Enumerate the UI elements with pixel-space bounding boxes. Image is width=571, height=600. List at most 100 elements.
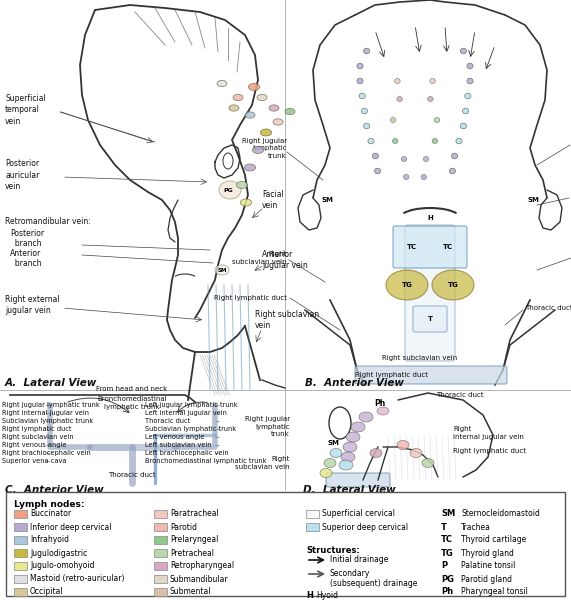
Text: Right lymphatic duct: Right lymphatic duct	[214, 295, 287, 301]
Text: SM: SM	[321, 197, 333, 203]
Ellipse shape	[467, 78, 473, 84]
Text: Right subclavian vein: Right subclavian vein	[2, 434, 74, 440]
Text: Thoracic duct: Thoracic duct	[525, 305, 571, 311]
Text: Submental: Submental	[170, 587, 211, 596]
Text: Right lymphatic duct: Right lymphatic duct	[355, 372, 428, 378]
Text: Facial
vein: Facial vein	[262, 190, 284, 210]
Text: Jugulodigastric: Jugulodigastric	[30, 548, 87, 557]
Ellipse shape	[395, 79, 400, 83]
Text: Bronchomediastinal: Bronchomediastinal	[97, 396, 167, 402]
Ellipse shape	[343, 442, 357, 452]
Ellipse shape	[359, 93, 365, 99]
FancyBboxPatch shape	[154, 523, 167, 531]
Text: Right
internal jugular vein: Right internal jugular vein	[453, 426, 524, 440]
FancyBboxPatch shape	[14, 575, 27, 583]
Text: Thoracic duct: Thoracic duct	[436, 392, 484, 398]
FancyBboxPatch shape	[154, 588, 167, 596]
Text: Left jugular lymphatic trunk: Left jugular lymphatic trunk	[145, 402, 238, 408]
FancyBboxPatch shape	[405, 225, 455, 361]
Text: Initial drainage: Initial drainage	[330, 556, 388, 565]
FancyBboxPatch shape	[14, 523, 27, 531]
Text: PG: PG	[441, 575, 454, 583]
Ellipse shape	[456, 138, 462, 144]
FancyBboxPatch shape	[326, 473, 390, 487]
Text: SM: SM	[527, 197, 539, 203]
Text: Right lymphatic duct: Right lymphatic duct	[453, 448, 526, 454]
Text: Superior vena cava: Superior vena cava	[2, 458, 66, 464]
Ellipse shape	[364, 48, 369, 54]
FancyBboxPatch shape	[154, 562, 167, 570]
Ellipse shape	[404, 175, 409, 179]
FancyBboxPatch shape	[14, 536, 27, 544]
Ellipse shape	[217, 80, 227, 86]
Ellipse shape	[401, 157, 407, 161]
Text: D.  Lateral View: D. Lateral View	[303, 485, 396, 495]
Text: Subclavian lymphatic trunk: Subclavian lymphatic trunk	[2, 418, 93, 424]
Ellipse shape	[269, 105, 279, 111]
Text: Palatine tonsil: Palatine tonsil	[461, 562, 516, 571]
Text: Ph: Ph	[441, 587, 453, 596]
Ellipse shape	[460, 123, 467, 129]
Text: Left subclavian vein: Left subclavian vein	[145, 442, 211, 448]
Ellipse shape	[375, 168, 381, 174]
Ellipse shape	[260, 129, 272, 136]
Ellipse shape	[423, 157, 429, 161]
Ellipse shape	[248, 83, 260, 91]
Text: Left brachiocephalic vein: Left brachiocephalic vein	[145, 450, 228, 456]
Text: Bronchomediastinal lymphatic trunk: Bronchomediastinal lymphatic trunk	[145, 458, 267, 464]
Text: Right jugular
lymphatic
trunk: Right jugular lymphatic trunk	[242, 137, 287, 158]
Text: Retropharyngeal: Retropharyngeal	[170, 562, 234, 571]
Ellipse shape	[368, 138, 374, 144]
Text: TC: TC	[407, 244, 417, 250]
Text: H: H	[427, 215, 433, 221]
Ellipse shape	[397, 440, 409, 449]
Text: Thyroid gland: Thyroid gland	[461, 548, 514, 557]
Text: lymphatic trunk: lymphatic trunk	[104, 404, 160, 410]
Ellipse shape	[397, 97, 403, 101]
Text: Superficial cervical: Superficial cervical	[322, 509, 395, 518]
Ellipse shape	[452, 153, 458, 159]
Text: Anterior
jugular vein: Anterior jugular vein	[262, 250, 308, 270]
Text: SM: SM	[217, 268, 227, 272]
FancyBboxPatch shape	[14, 510, 27, 518]
Ellipse shape	[244, 164, 256, 171]
Text: SM: SM	[327, 440, 339, 446]
Ellipse shape	[432, 139, 437, 143]
Ellipse shape	[357, 78, 363, 84]
Text: TC: TC	[441, 535, 453, 545]
FancyBboxPatch shape	[14, 588, 27, 596]
Ellipse shape	[370, 449, 382, 457]
Text: Infrahyoid: Infrahyoid	[30, 535, 69, 545]
Text: Mastoid (retro-auricular): Mastoid (retro-auricular)	[30, 575, 124, 583]
Ellipse shape	[449, 168, 456, 174]
Ellipse shape	[421, 175, 427, 179]
Ellipse shape	[377, 407, 389, 415]
FancyBboxPatch shape	[154, 510, 167, 518]
FancyBboxPatch shape	[6, 492, 565, 596]
Text: Thoracic duct: Thoracic duct	[108, 472, 156, 478]
Text: B.  Anterior View: B. Anterior View	[305, 378, 404, 388]
Ellipse shape	[390, 118, 396, 122]
Ellipse shape	[233, 94, 243, 101]
Text: Structures:: Structures:	[306, 546, 360, 555]
FancyBboxPatch shape	[413, 306, 447, 332]
FancyBboxPatch shape	[14, 549, 27, 557]
Text: Ph: Ph	[375, 398, 385, 407]
Text: Hyoid: Hyoid	[316, 592, 338, 600]
Text: Posterior: Posterior	[10, 229, 44, 238]
Ellipse shape	[215, 265, 229, 275]
FancyBboxPatch shape	[306, 510, 319, 518]
Text: Parotid: Parotid	[170, 523, 197, 532]
FancyBboxPatch shape	[355, 366, 507, 384]
Text: T: T	[428, 316, 432, 322]
Text: Thoracic duct: Thoracic duct	[145, 418, 190, 424]
Ellipse shape	[285, 109, 295, 115]
Ellipse shape	[361, 108, 368, 114]
Ellipse shape	[252, 146, 264, 154]
Text: Pretracheal: Pretracheal	[170, 548, 214, 557]
Text: Right
subclavian vein: Right subclavian vein	[235, 456, 290, 470]
Text: Sternocleidomastoid: Sternocleidomastoid	[461, 509, 540, 518]
Ellipse shape	[460, 48, 467, 54]
FancyBboxPatch shape	[393, 226, 467, 268]
Text: A.  Lateral View: A. Lateral View	[5, 378, 98, 388]
